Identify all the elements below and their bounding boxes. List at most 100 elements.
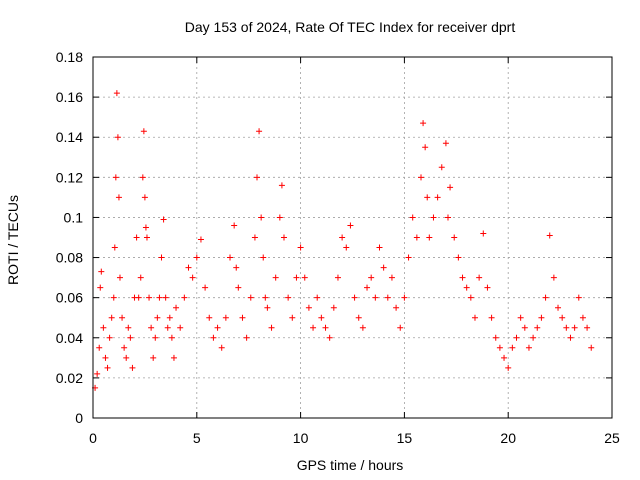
data-point	[305, 304, 312, 311]
data-point	[97, 284, 104, 291]
data-point	[272, 274, 279, 281]
y-tick-label: 0.02	[56, 370, 83, 386]
y-tick-label: 0.18	[56, 49, 83, 65]
x-tick-label: 5	[193, 430, 201, 446]
data-point	[376, 244, 383, 251]
data-point	[227, 254, 234, 261]
data-point	[393, 304, 400, 311]
data-point	[135, 294, 142, 301]
data-point	[438, 164, 445, 171]
data-point	[142, 224, 149, 231]
data-point	[110, 294, 117, 301]
data-point	[214, 324, 221, 331]
data-point	[505, 364, 512, 371]
y-axis-label: ROTI / TECUs	[5, 195, 21, 285]
y-tick-label: 0.16	[56, 89, 83, 105]
data-point	[509, 344, 516, 351]
data-point	[170, 354, 177, 361]
data-point	[579, 314, 586, 321]
data-point	[521, 324, 528, 331]
data-point	[111, 244, 118, 251]
data-point	[347, 222, 354, 229]
y-tick-label: 0.14	[56, 129, 83, 145]
data-point	[451, 234, 458, 241]
data-point	[542, 294, 549, 301]
data-point	[297, 244, 304, 251]
data-point	[140, 128, 147, 135]
data-point	[559, 314, 566, 321]
data-point	[384, 294, 391, 301]
y-tick-label: 0.08	[56, 250, 83, 266]
data-point	[471, 314, 478, 321]
x-tick-label: 15	[397, 430, 413, 446]
data-point	[380, 264, 387, 271]
data-point	[314, 294, 321, 301]
data-point	[166, 314, 173, 321]
data-point	[447, 184, 454, 191]
data-point	[100, 324, 107, 331]
data-point	[102, 354, 109, 361]
x-tick-labels: 0 5 10 15 20 25	[89, 430, 620, 446]
data-point	[104, 364, 111, 371]
data-point	[289, 314, 296, 321]
data-point	[164, 324, 171, 331]
data-point	[310, 324, 317, 331]
data-point	[235, 284, 242, 291]
data-point	[129, 364, 136, 371]
data-point	[420, 120, 427, 127]
data-point	[459, 274, 466, 281]
data-point	[222, 314, 229, 321]
data-point	[115, 194, 122, 201]
axis-ticks	[92, 56, 613, 419]
chart-title: Day 153 of 2024, Rate Of TEC Index for r…	[185, 19, 516, 35]
data-point	[571, 324, 578, 331]
data-point	[258, 214, 265, 221]
data-point	[206, 314, 213, 321]
data-point	[148, 324, 155, 331]
y-tick-label: 0.04	[56, 330, 83, 346]
data-point	[496, 344, 503, 351]
data-point	[112, 174, 119, 181]
data-points	[92, 90, 595, 391]
data-point	[480, 230, 487, 237]
data-point	[262, 294, 269, 301]
data-point	[233, 264, 240, 271]
data-point	[413, 234, 420, 241]
y-tick-label: 0.06	[56, 290, 83, 306]
data-point	[397, 324, 404, 331]
data-point	[251, 234, 258, 241]
data-point	[322, 324, 329, 331]
data-point	[343, 244, 350, 251]
data-point	[488, 314, 495, 321]
data-point	[584, 324, 591, 331]
data-point	[264, 304, 271, 311]
data-point	[197, 236, 204, 243]
data-point	[278, 182, 285, 189]
data-point	[137, 274, 144, 281]
data-point	[116, 274, 123, 281]
data-point	[359, 324, 366, 331]
data-point	[339, 234, 346, 241]
data-point	[555, 304, 562, 311]
data-point	[268, 324, 275, 331]
data-point	[152, 334, 159, 341]
data-point	[567, 334, 574, 341]
data-point	[189, 274, 196, 281]
data-point	[355, 314, 362, 321]
data-point	[534, 324, 541, 331]
data-point	[193, 254, 200, 261]
data-point	[388, 274, 395, 281]
data-point	[280, 234, 287, 241]
data-point	[119, 314, 126, 321]
data-point	[127, 334, 134, 341]
data-point	[530, 334, 537, 341]
data-point	[156, 294, 163, 301]
x-tick-label: 0	[89, 430, 97, 446]
data-point	[326, 334, 333, 341]
data-point	[444, 214, 451, 221]
x-axis-label: GPS time / hours	[297, 457, 404, 473]
data-point	[139, 174, 146, 181]
x-tick-label: 25	[604, 430, 620, 446]
data-point	[96, 344, 103, 351]
data-point	[247, 294, 254, 301]
